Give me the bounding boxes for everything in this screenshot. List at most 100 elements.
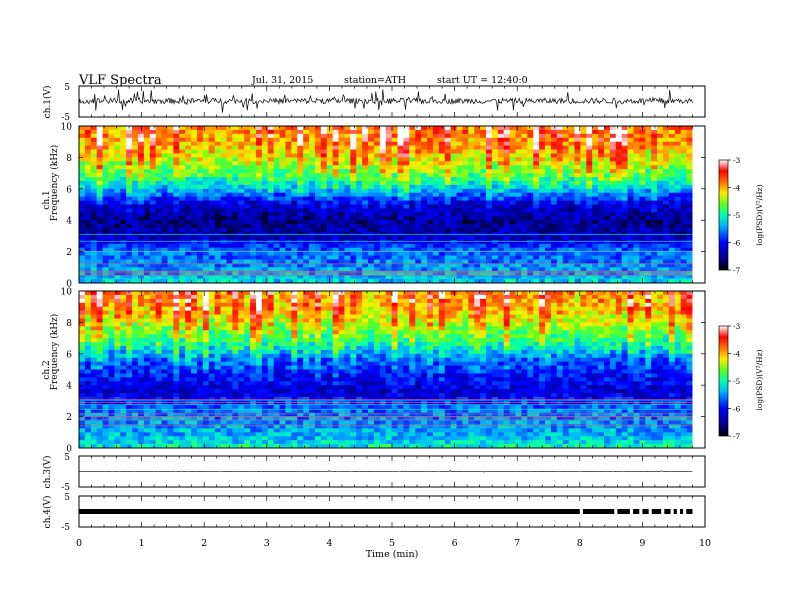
ch1-spec-cell: [356, 259, 363, 264]
ch1-spec-cell: [604, 208, 611, 213]
ch1-spec-cell: [438, 188, 446, 194]
ch2-spec-cell: [120, 436, 127, 441]
ch2-spec-cell: [79, 412, 86, 417]
ch1-spec-cell: [226, 263, 233, 268]
ch2-spec-cell: [96, 377, 103, 382]
ch2-spec-cell: [96, 393, 103, 398]
ch1-spec-cell: [686, 126, 693, 131]
ch2-spec-cell: [155, 361, 162, 366]
ch1-spec-cell: [497, 165, 505, 170]
ch1-spec-cell: [132, 153, 139, 158]
ch1-spec-cell: [568, 153, 575, 158]
ch1-spec-cell: [421, 188, 428, 194]
ch1-spec-cell: [609, 153, 617, 158]
ch1-spec-cell: [314, 184, 322, 190]
ch1-spec-cell: [285, 165, 292, 170]
ch1-spec-cell: [379, 149, 387, 154]
ch1-spec-cell: [662, 180, 670, 186]
ch2-spec-cell: [143, 349, 151, 355]
ch2-spec-cell: [126, 385, 133, 390]
ch1-spec-cell: [179, 239, 186, 245]
ch1-spec-cell: [674, 149, 682, 154]
ch1-spec-cell: [149, 243, 157, 249]
ch1-spec-cell: [545, 263, 552, 268]
ch1-spec-cell: [238, 224, 245, 229]
ch1-spec-cell: [126, 141, 133, 146]
ch1-spec-cell: [674, 153, 682, 158]
ch1-spec-cell: [155, 165, 162, 170]
ch1-spec-cell: [515, 275, 522, 280]
ch1-spec-cell: [539, 228, 546, 233]
ch1-spec-cell: [421, 228, 428, 233]
ch1-spec-cell: [486, 192, 493, 197]
ch1-spec-cell: [604, 239, 611, 245]
ch1-spec-cell: [368, 145, 375, 150]
ch1-spec-cell: [545, 161, 552, 166]
ch1-spec-cell: [279, 180, 286, 186]
ch1-spec-cell: [196, 255, 204, 260]
ch1-spec-cell: [604, 263, 611, 268]
ch1-spec-cell: [114, 153, 121, 158]
ch1-spec-cell: [185, 204, 192, 209]
ch2-spec-cell: [143, 412, 151, 417]
ch1-spec-cell: [279, 212, 286, 217]
ch1-waveform-trace: [78, 89, 693, 113]
ch2-spec-cell: [155, 338, 162, 343]
ch1-spec-cell: [403, 126, 410, 131]
ch2-spec-cell: [126, 424, 133, 429]
ch1-spec-cell: [609, 255, 617, 260]
ch1-spec-cell: [167, 220, 174, 225]
ch1-spec-cell: [486, 220, 493, 225]
ch1-spec-cell: [615, 247, 623, 252]
ch1-spec-cell: [497, 204, 505, 209]
ch1-spec-cell: [238, 153, 245, 158]
ch1-spec-cell: [509, 141, 516, 146]
ch1-spec-cell: [350, 137, 357, 143]
ch1-spec-cell: [468, 177, 475, 182]
ch1-spec-cell: [598, 196, 605, 201]
ch2-spec-cell: [161, 306, 168, 311]
ch1-spec-cell: [556, 192, 564, 197]
ch1-spec-cell: [645, 235, 652, 241]
ch1-spec-cell: [427, 173, 434, 178]
ch1-spec-cell: [167, 263, 174, 268]
ch1-spec-cell: [143, 208, 151, 213]
ch1-spec-cell: [379, 137, 387, 143]
ch1-spec-cell: [102, 267, 109, 272]
ch1-spec-cell: [421, 169, 428, 174]
ch1-spec-cell: [574, 228, 581, 233]
ch1-spec-cell: [238, 145, 245, 150]
ch1-spec-cell: [604, 177, 611, 182]
ch1-spec-cell: [297, 173, 304, 178]
ch1-spec-cell: [415, 235, 422, 241]
ch1-spec-cell: [79, 208, 86, 213]
ch1-spec-cell: [486, 188, 493, 194]
ch1-spec-cell: [291, 228, 298, 233]
ch1-spec-cell: [651, 235, 658, 241]
ch1-spec-cell: [468, 141, 475, 146]
ch2-spec-cell: [108, 385, 115, 390]
ch1-spec-cell: [533, 267, 540, 272]
ch2-spec-cell: [132, 349, 139, 355]
ch2-spec-cell: [79, 385, 86, 390]
ch1-spec-cell: [238, 200, 245, 205]
ch1-spec-cell: [350, 263, 357, 268]
ch1-spec-cell: [320, 275, 328, 280]
ch1-spec-cell: [639, 145, 646, 150]
ch1-spec-cell: [639, 255, 646, 260]
ch1-spec-cell: [615, 263, 623, 268]
ch1-spec-cell: [161, 228, 168, 233]
ch1-spec-cell: [279, 216, 286, 221]
ch2-spec-cell: [155, 294, 162, 300]
ch1-spec-cell: [267, 204, 275, 209]
ch2-spec-cell: [149, 338, 157, 343]
ch1-spec-cell: [379, 212, 387, 217]
ch1-spec-cell: [615, 149, 623, 154]
ch1-spec-cell: [539, 208, 546, 213]
ch2-spec-cell: [137, 432, 145, 437]
ch1-spec-cell: [279, 161, 286, 166]
ch1-spec-cell: [261, 247, 269, 252]
ch1-spec-cell: [90, 208, 98, 213]
ch1-spec-cell: [261, 188, 269, 194]
ch1-spec-cell: [291, 188, 298, 194]
